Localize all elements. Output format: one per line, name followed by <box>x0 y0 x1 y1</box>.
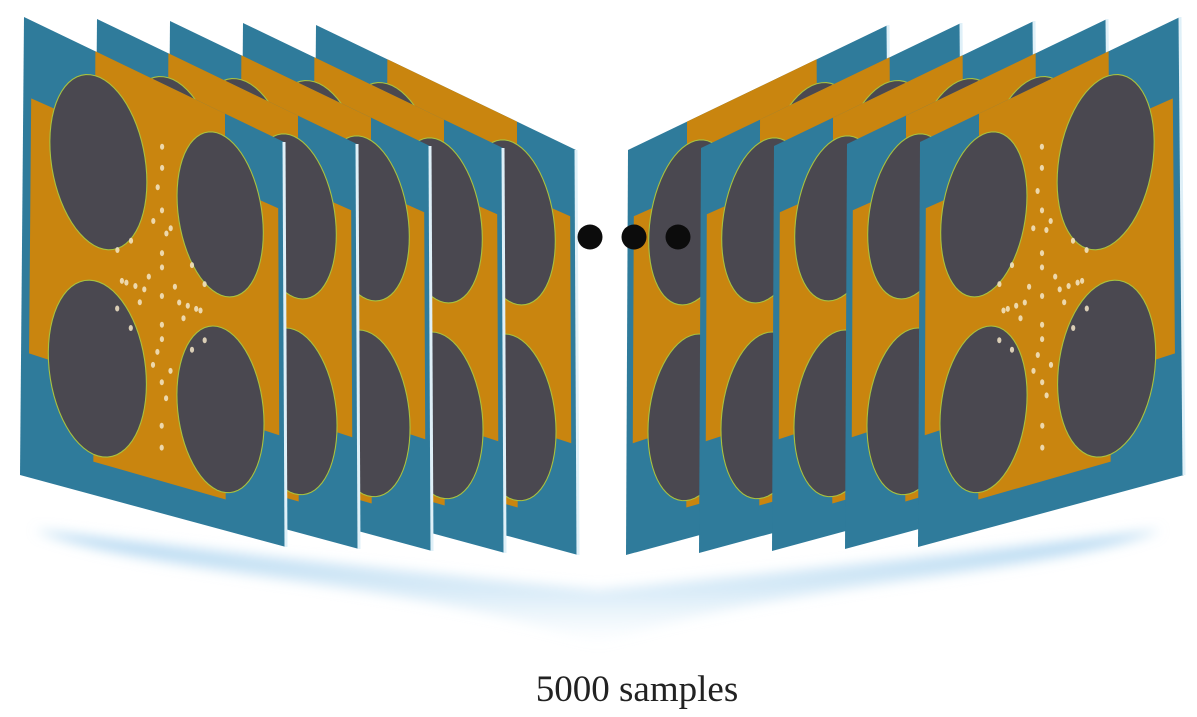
svg-text:5000 samples: 5000 samples <box>536 669 738 710</box>
